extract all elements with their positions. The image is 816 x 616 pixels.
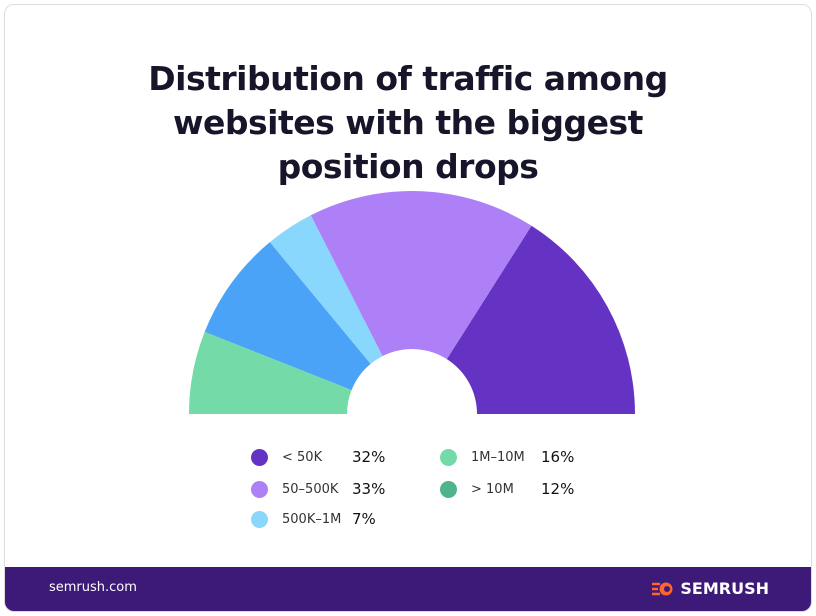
slice-3 [204,242,371,391]
legend-swatch [251,448,268,466]
legend-value: 32% [352,448,386,466]
half-donut-chart [189,191,635,414]
legend-label: 500K–1M [282,511,342,527]
legend-item: > 10M 12% [440,480,574,498]
legend-item: 1M–10M 16% [440,448,574,466]
chart-card: Distribution of traffic among websites w… [4,4,812,612]
slice-4 [189,331,352,414]
legend-label: 50–500K [282,481,339,497]
legend-item: 50–500K 33% [251,480,385,498]
slice-2 [269,215,383,364]
legend-item: < 50K 32% [251,448,385,466]
slice-0 [446,225,635,414]
chart-title: Distribution of traffic among websites w… [148,59,668,186]
legend-value: 33% [352,480,386,498]
legend-swatch [440,448,457,466]
legend-label: < 50K [282,449,323,465]
legend-swatch [251,480,268,498]
semrush-flame-icon [652,582,673,595]
legend-value: 16% [541,448,575,466]
legend-item: 500K–1M 7% [251,510,376,528]
site-link[interactable]: semrush.com [49,580,137,595]
footer: semrush.com SEMRUSH [5,567,811,611]
legend-swatch [440,480,457,498]
slice-1 [310,191,532,360]
semrush-logo: SEMRUSH [652,579,769,598]
legend-label: > 10M [471,481,514,497]
legend-value: 12% [541,480,575,498]
legend-swatch [251,510,268,528]
legend-label: 1M–10M [471,449,525,465]
legend-value: 7% [352,510,376,528]
